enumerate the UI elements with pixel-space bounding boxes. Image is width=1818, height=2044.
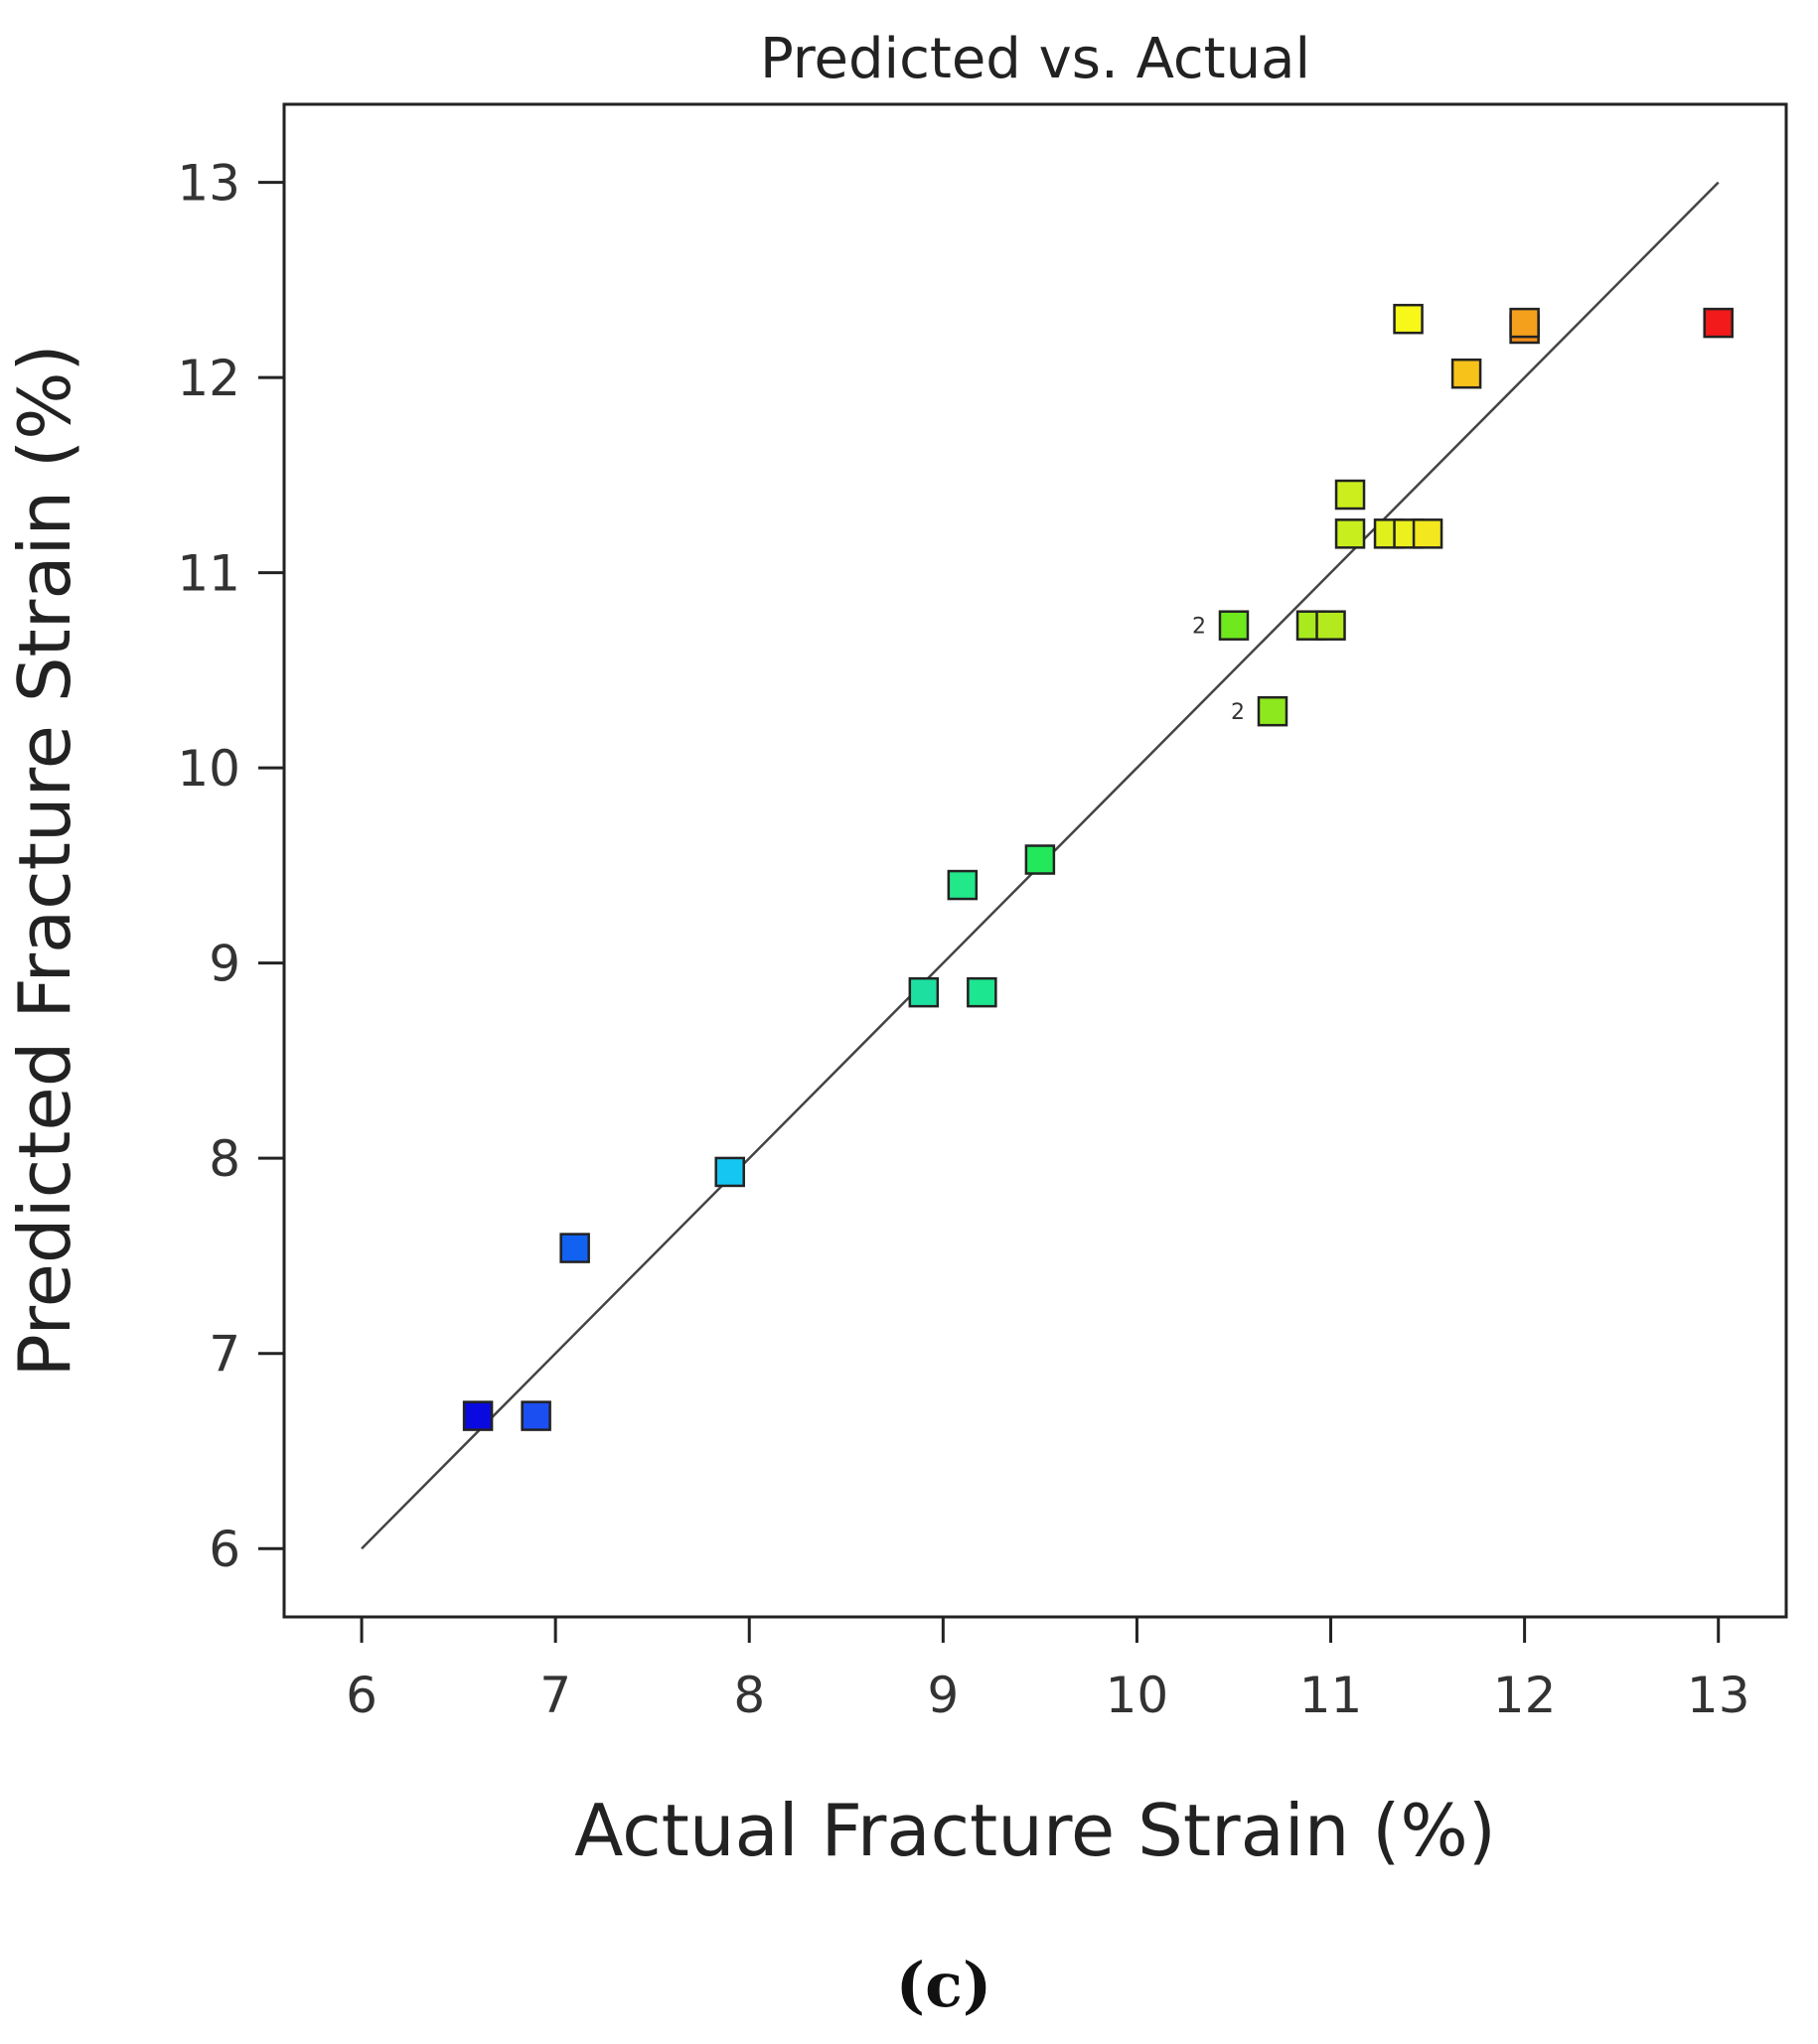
x-tick-label: 13 <box>1687 1667 1750 1724</box>
data-point-marker <box>1412 518 1443 549</box>
x-tick-label: 12 <box>1493 1667 1557 1724</box>
y-tick-label: 12 <box>177 350 240 407</box>
y-tick-label: 11 <box>177 545 240 603</box>
x-tick-label: 9 <box>927 1667 959 1724</box>
data-point-marker <box>1334 518 1366 549</box>
point-count-label: 2 <box>1231 700 1245 725</box>
data-point-marker <box>714 1156 745 1188</box>
y-tick-label: 8 <box>209 1130 240 1188</box>
y-axis: 6 7 8 9 10 11 12 13 <box>177 155 284 1578</box>
x-tick-label: 11 <box>1299 1667 1363 1724</box>
panel-label: (c) <box>896 1949 991 2021</box>
data-point-marker <box>1315 610 1346 641</box>
data-point-marker <box>521 1400 551 1431</box>
data-point-marker <box>908 976 940 1008</box>
data-point-marker <box>1509 307 1540 339</box>
x-tick-label: 6 <box>346 1667 378 1724</box>
data-points: 22 <box>462 303 1734 1431</box>
x-axis-title: Actual Fracture Strain (%) <box>574 1789 1496 1872</box>
data-point-marker <box>559 1233 590 1263</box>
y-axis-title: Predicted Fracture Strain (%) <box>3 344 86 1377</box>
chart-title: Predicted vs. Actual <box>760 27 1310 91</box>
data-point-marker <box>1218 610 1250 641</box>
y-tick-label: 10 <box>177 740 240 798</box>
x-axis: 6 7 8 9 10 11 12 13 <box>346 1617 1750 1724</box>
x-tick-label: 7 <box>539 1667 571 1724</box>
y-tick-label: 6 <box>209 1521 240 1578</box>
y-tick-label: 9 <box>209 936 240 993</box>
data-point-marker <box>1450 358 1482 389</box>
data-point-marker <box>1024 844 1056 875</box>
data-point-marker <box>1257 695 1288 727</box>
y-tick-label: 7 <box>209 1326 240 1384</box>
data-point-marker <box>1334 479 1366 511</box>
plot-frame <box>282 102 1788 1619</box>
y-tick-label: 13 <box>177 155 240 213</box>
data-point-marker <box>1393 303 1424 335</box>
data-point-marker <box>462 1400 494 1431</box>
data-point-marker <box>1703 307 1734 339</box>
x-tick-label: 8 <box>733 1667 765 1724</box>
point-count-label: 2 <box>1192 615 1206 640</box>
data-point-marker <box>967 976 997 1008</box>
data-point-marker <box>947 869 979 901</box>
x-tick-label: 10 <box>1106 1667 1169 1724</box>
